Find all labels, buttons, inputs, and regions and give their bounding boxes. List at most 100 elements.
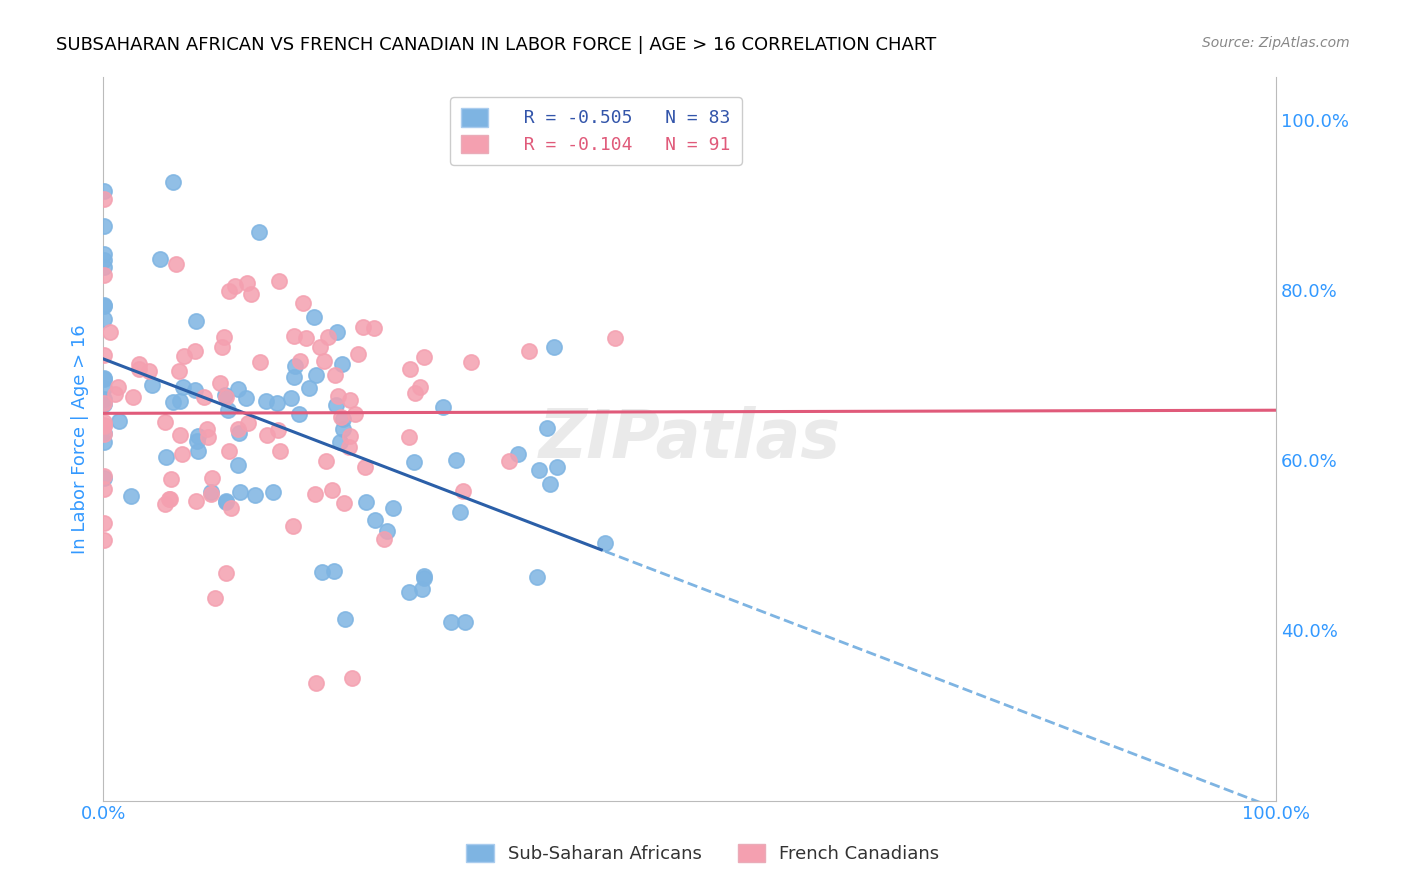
Point	[162, 395, 184, 409]
Point	[323, 565, 346, 579]
Point	[93, 427, 115, 442]
Point	[517, 344, 540, 359]
Point	[243, 488, 266, 502]
Point	[186, 314, 208, 328]
Point	[184, 383, 207, 397]
Point	[93, 482, 115, 496]
Point	[526, 570, 548, 584]
Point	[157, 492, 180, 507]
Point	[283, 370, 305, 384]
Point	[399, 362, 422, 376]
Point	[262, 484, 284, 499]
Point	[159, 491, 181, 506]
Point	[226, 458, 249, 472]
Point	[298, 381, 321, 395]
Point	[219, 500, 242, 515]
Point	[266, 423, 288, 437]
Point	[321, 483, 343, 498]
Point	[204, 591, 226, 606]
Point	[337, 440, 360, 454]
Point	[323, 368, 346, 383]
Text: Source: ZipAtlas.com: Source: ZipAtlas.com	[1202, 36, 1350, 50]
Point	[93, 311, 115, 326]
Point	[184, 494, 207, 508]
Point	[197, 430, 219, 444]
Point	[93, 435, 115, 450]
Point	[208, 376, 231, 391]
Point	[165, 257, 187, 271]
Point	[440, 615, 463, 630]
Point	[412, 571, 434, 585]
Point	[309, 340, 332, 354]
Point	[454, 615, 477, 629]
Point	[197, 422, 219, 436]
Point	[212, 330, 235, 344]
Point	[93, 252, 115, 267]
Point	[354, 460, 377, 475]
Point	[155, 497, 177, 511]
Point	[340, 671, 363, 685]
Point	[288, 354, 311, 368]
Point	[339, 393, 361, 408]
Point	[169, 428, 191, 442]
Point	[254, 393, 277, 408]
Point	[215, 494, 238, 508]
Point	[93, 471, 115, 485]
Point	[200, 487, 222, 501]
Point	[330, 409, 353, 424]
Legend:   R = -0.505   N = 83,   R = -0.104   N = 91: R = -0.505 N = 83, R = -0.104 N = 91	[450, 97, 741, 165]
Point	[593, 536, 616, 550]
Point	[546, 459, 568, 474]
Point	[93, 219, 115, 233]
Point	[332, 411, 354, 425]
Point	[398, 430, 420, 444]
Point	[193, 390, 215, 404]
Point	[411, 582, 433, 596]
Point	[305, 676, 328, 690]
Point	[218, 284, 240, 298]
Point	[412, 569, 434, 583]
Point	[93, 426, 115, 441]
Point	[93, 297, 115, 311]
Point	[214, 390, 236, 404]
Point	[281, 519, 304, 533]
Point	[201, 470, 224, 484]
Point	[235, 391, 257, 405]
Point	[93, 468, 115, 483]
Point	[93, 260, 115, 274]
Point	[149, 252, 172, 266]
Point	[167, 364, 190, 378]
Point	[295, 331, 318, 345]
Point	[356, 495, 378, 509]
Point	[93, 392, 115, 406]
Point	[141, 377, 163, 392]
Point	[256, 428, 278, 442]
Point	[128, 357, 150, 371]
Point	[93, 533, 115, 548]
Text: ZIPatlas: ZIPatlas	[538, 406, 841, 472]
Point	[228, 426, 250, 441]
Point	[186, 428, 208, 442]
Point	[93, 349, 115, 363]
Point	[107, 379, 129, 393]
Point	[506, 447, 529, 461]
Point	[215, 495, 238, 509]
Point	[236, 417, 259, 431]
Point	[98, 325, 121, 339]
Point	[291, 295, 314, 310]
Point	[93, 415, 115, 429]
Point	[93, 418, 115, 433]
Point	[138, 364, 160, 378]
Point	[444, 453, 467, 467]
Point	[200, 484, 222, 499]
Point	[93, 397, 115, 411]
Point	[153, 415, 176, 429]
Point	[304, 486, 326, 500]
Point	[343, 407, 366, 421]
Point	[352, 320, 374, 334]
Point	[214, 387, 236, 401]
Point	[373, 532, 395, 546]
Point	[280, 392, 302, 406]
Point	[169, 394, 191, 409]
Text: SUBSAHARAN AFRICAN VS FRENCH CANADIAN IN LABOR FORCE | AGE > 16 CORRELATION CHAR: SUBSAHARAN AFRICAN VS FRENCH CANADIAN IN…	[56, 36, 936, 54]
